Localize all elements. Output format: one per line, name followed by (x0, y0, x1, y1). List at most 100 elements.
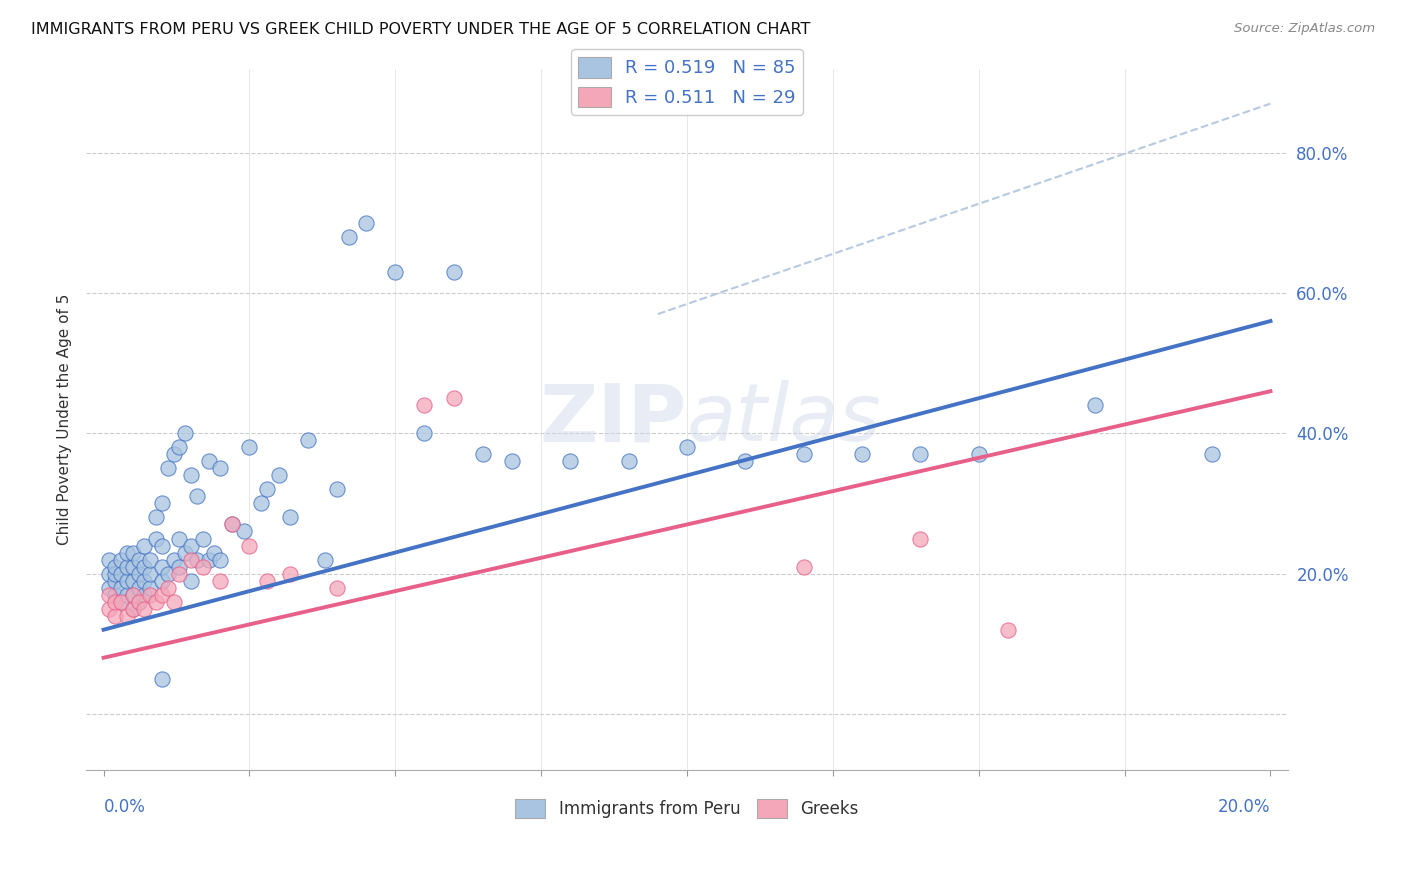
Point (267, 468, 290, 483)
Point (910, 447, 932, 461)
Point (617, 454, 640, 468)
Point (121, 559, 143, 574)
Point (186, 552, 208, 566)
Point (156, 566, 179, 581)
Point (443, 265, 465, 279)
Point (180, 574, 202, 588)
Point (232, 524, 254, 539)
Point (734, 454, 756, 468)
Point (104, 574, 127, 588)
Point (169, 566, 191, 581)
Point (278, 566, 301, 581)
Point (501, 454, 523, 468)
Point (121, 601, 143, 615)
Point (560, 454, 582, 468)
Point (1201, 447, 1223, 461)
Point (150, 496, 173, 510)
Point (221, 517, 243, 532)
Point (115, 559, 138, 574)
Point (139, 552, 162, 566)
Point (110, 581, 132, 595)
Point (413, 398, 436, 412)
Point (139, 566, 162, 581)
Point (197, 454, 219, 468)
Point (134, 574, 156, 588)
Point (150, 559, 173, 574)
Point (104, 588, 127, 602)
Point (134, 559, 156, 574)
Point (98, 581, 121, 595)
Point (110, 566, 132, 581)
Point (145, 594, 167, 608)
Point (180, 552, 202, 566)
Text: 0.0%: 0.0% (104, 798, 145, 816)
Point (98, 566, 121, 581)
Point (128, 581, 150, 595)
Point (139, 588, 162, 602)
Point (209, 461, 232, 475)
Point (191, 532, 214, 546)
Point (110, 594, 132, 608)
Point (197, 552, 219, 566)
Point (121, 588, 143, 602)
Point (110, 594, 132, 608)
Point (174, 426, 197, 441)
Point (471, 447, 494, 461)
Point (354, 216, 377, 230)
Point (413, 426, 436, 441)
Point (967, 447, 990, 461)
Point (676, 440, 699, 454)
Point (337, 230, 360, 244)
Point (128, 594, 150, 608)
Text: atlas: atlas (688, 380, 882, 458)
Point (115, 588, 138, 602)
Point (134, 588, 156, 602)
Point (150, 539, 173, 553)
Point (793, 559, 815, 574)
Point (115, 608, 138, 623)
Legend: Immigrants from Peru, Greeks: Immigrants from Peru, Greeks (509, 792, 865, 825)
Point (115, 574, 138, 588)
Point (134, 601, 156, 615)
Point (1084, 398, 1107, 412)
Point (221, 517, 243, 532)
Point (238, 539, 260, 553)
Point (326, 581, 349, 595)
Point (128, 594, 150, 608)
Point (256, 574, 278, 588)
Point (121, 601, 143, 615)
Point (139, 581, 162, 595)
Point (180, 468, 202, 483)
Text: Source: ZipAtlas.com: Source: ZipAtlas.com (1234, 22, 1375, 36)
Point (150, 588, 173, 602)
Point (186, 490, 208, 504)
Point (134, 539, 156, 553)
Y-axis label: Child Poverty Under the Age of 5: Child Poverty Under the Age of 5 (58, 293, 72, 545)
Point (169, 532, 191, 546)
Point (121, 588, 143, 602)
Point (250, 496, 273, 510)
Point (104, 566, 127, 581)
Point (162, 447, 184, 461)
Point (997, 623, 1019, 637)
Point (256, 483, 278, 497)
Point (110, 552, 132, 566)
Point (169, 559, 191, 574)
Point (128, 552, 150, 566)
Point (115, 545, 138, 559)
Text: IMMIGRANTS FROM PERU VS GREEK CHILD POVERTY UNDER THE AGE OF 5 CORRELATION CHART: IMMIGRANTS FROM PERU VS GREEK CHILD POVE… (31, 22, 810, 37)
Point (384, 265, 406, 279)
Point (98, 588, 121, 602)
Point (191, 559, 214, 574)
Point (104, 559, 127, 574)
Point (443, 391, 465, 405)
Point (209, 574, 232, 588)
Point (150, 574, 173, 588)
Point (128, 566, 150, 581)
Point (297, 434, 319, 448)
Point (121, 574, 143, 588)
Point (121, 545, 143, 559)
Point (145, 532, 167, 546)
Point (910, 532, 932, 546)
Point (98, 552, 121, 566)
